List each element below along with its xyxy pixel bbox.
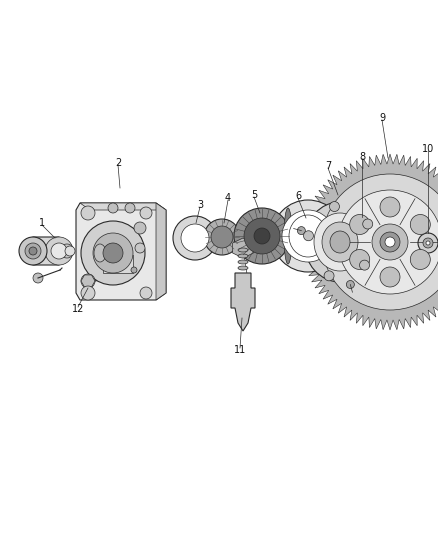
Circle shape [254, 228, 270, 244]
Circle shape [364, 207, 372, 215]
Polygon shape [81, 275, 95, 287]
Circle shape [135, 243, 145, 253]
Ellipse shape [238, 254, 248, 258]
Circle shape [338, 190, 438, 294]
Text: 8: 8 [359, 152, 365, 162]
Circle shape [426, 241, 430, 245]
Circle shape [360, 260, 370, 270]
Text: 5: 5 [251, 190, 257, 200]
Circle shape [45, 237, 73, 265]
Text: 11: 11 [234, 345, 246, 355]
Circle shape [380, 267, 400, 287]
Circle shape [108, 203, 118, 213]
Text: 1: 1 [39, 218, 45, 228]
Circle shape [19, 237, 47, 265]
Circle shape [181, 224, 209, 252]
Circle shape [29, 247, 37, 255]
Text: 12: 12 [72, 304, 84, 314]
Circle shape [363, 219, 373, 229]
Circle shape [282, 210, 334, 262]
Circle shape [60, 244, 74, 258]
Polygon shape [233, 238, 254, 258]
Ellipse shape [238, 248, 248, 252]
Polygon shape [302, 154, 438, 330]
Circle shape [81, 206, 95, 220]
Circle shape [103, 243, 123, 263]
Circle shape [346, 280, 354, 288]
Text: 3: 3 [197, 200, 203, 210]
Circle shape [380, 197, 400, 217]
Ellipse shape [304, 202, 376, 282]
Circle shape [418, 233, 438, 253]
Text: 6: 6 [295, 191, 301, 201]
Circle shape [410, 214, 430, 235]
Circle shape [131, 267, 137, 273]
Polygon shape [29, 237, 63, 265]
Circle shape [65, 246, 75, 256]
Ellipse shape [314, 213, 366, 271]
Circle shape [234, 208, 290, 264]
Circle shape [361, 221, 369, 229]
Circle shape [25, 243, 41, 259]
Ellipse shape [284, 208, 292, 264]
Text: 2: 2 [115, 158, 121, 168]
Ellipse shape [322, 222, 358, 262]
Circle shape [272, 200, 344, 272]
Ellipse shape [238, 266, 248, 270]
Circle shape [324, 271, 334, 281]
Circle shape [204, 219, 240, 255]
Polygon shape [231, 273, 255, 331]
Circle shape [244, 218, 280, 254]
Circle shape [357, 217, 373, 233]
Circle shape [140, 287, 152, 299]
Circle shape [297, 227, 305, 235]
Circle shape [81, 286, 95, 300]
Ellipse shape [238, 260, 248, 264]
Circle shape [134, 222, 146, 234]
Circle shape [350, 249, 370, 270]
Circle shape [350, 214, 370, 235]
Polygon shape [76, 203, 166, 300]
Text: 7: 7 [325, 161, 331, 171]
Circle shape [385, 237, 395, 247]
Polygon shape [80, 203, 166, 210]
Circle shape [51, 243, 67, 259]
Ellipse shape [94, 244, 106, 262]
Circle shape [380, 232, 400, 252]
Circle shape [93, 233, 133, 273]
Text: 10: 10 [422, 144, 434, 154]
Text: 4: 4 [225, 193, 231, 203]
Text: 9: 9 [379, 113, 385, 123]
Circle shape [33, 273, 43, 283]
Circle shape [211, 226, 233, 248]
Circle shape [423, 238, 433, 248]
Circle shape [410, 249, 430, 270]
Bar [103, 255, 133, 273]
Circle shape [81, 221, 145, 285]
Circle shape [125, 203, 135, 213]
Circle shape [173, 216, 217, 260]
Circle shape [304, 231, 314, 241]
Circle shape [322, 174, 438, 310]
Circle shape [372, 224, 408, 260]
Ellipse shape [330, 231, 350, 253]
Circle shape [329, 201, 339, 212]
Polygon shape [156, 203, 166, 300]
Circle shape [140, 207, 152, 219]
Circle shape [81, 274, 95, 288]
